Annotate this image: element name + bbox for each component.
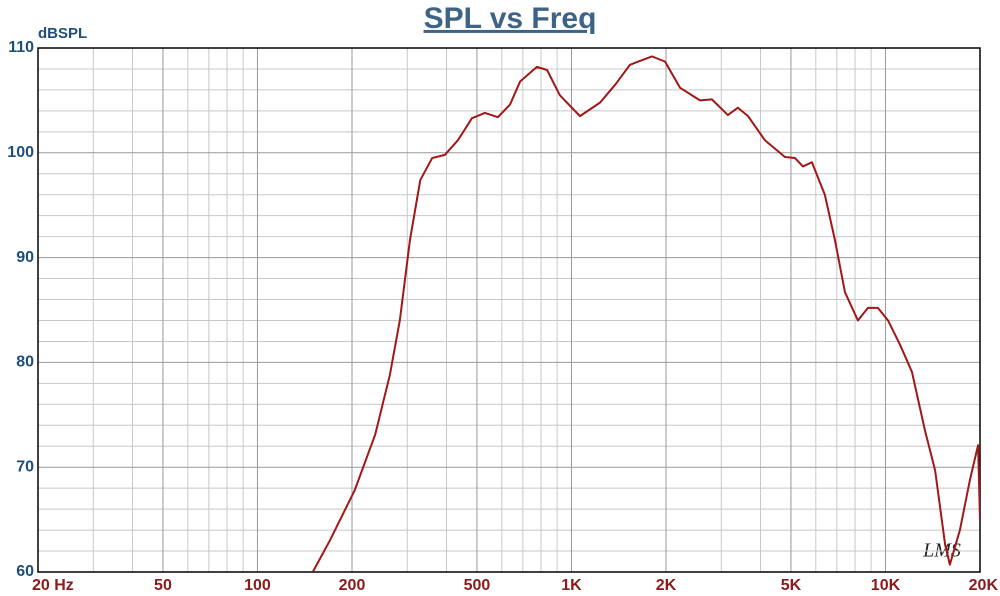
x-tick-label: 20K (969, 577, 999, 594)
y-axis-label: dBSPL (38, 25, 87, 42)
x-tick-label: 100 (244, 577, 271, 594)
grid (37, 47, 981, 573)
spl-curve (311, 55, 980, 572)
x-tick-label: 10K (871, 577, 901, 594)
x-tick-label: 1K (561, 577, 582, 594)
x-tick-label: 20 Hz (32, 577, 74, 594)
y-tick-label: 110 (8, 39, 34, 56)
chart-title: SPL vs Freq (424, 2, 597, 35)
x-tick-label: 2K (656, 577, 677, 594)
y-tick-label: 90 (16, 249, 34, 266)
plot-frame (37, 47, 981, 573)
x-tick-label: 500 (464, 577, 491, 594)
y-tick-label: 60 (16, 563, 34, 580)
x-tick-label: 50 (154, 577, 172, 594)
y-tick-label: 70 (16, 458, 34, 475)
x-tick-label: 200 (339, 577, 366, 594)
x-tick-label: 5K (781, 577, 802, 594)
y-tick-label: 80 (16, 354, 34, 371)
y-tick-label: 100 (7, 144, 34, 161)
